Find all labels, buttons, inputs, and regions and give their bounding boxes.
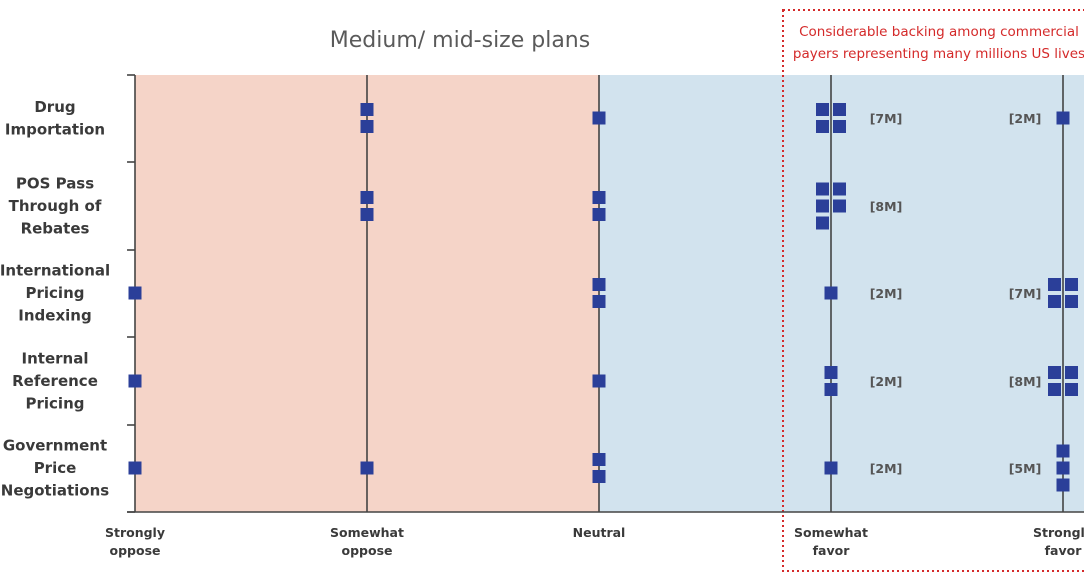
marker-row1-col4-2 — [833, 103, 846, 116]
row-label-3-line-1: International — [0, 262, 110, 280]
marker-row2-col3-1 — [592, 191, 606, 204]
x-tick-label-3-line-1: Neutral — [573, 525, 626, 540]
marker-row1-col2-2 — [360, 120, 374, 133]
x-tick-label-4-line-1: Somewhat — [794, 525, 868, 540]
marker-row2-col4-1 — [816, 182, 829, 196]
marker-row3-col5-1 — [1048, 278, 1061, 291]
marker-row3-col3-1 — [592, 278, 606, 291]
marker-row3-col4-1 — [824, 286, 838, 300]
row-label-4-line-1: Internal — [22, 350, 89, 368]
lives-label-row5-col4: [2M] — [870, 461, 903, 476]
marker-row2-col4-5 — [816, 216, 829, 230]
lives-label-row5-col5: [5M] — [1009, 461, 1042, 476]
marker-row5-col3-2 — [592, 470, 606, 483]
row-label-2-line-3: Rebates — [21, 220, 90, 238]
x-tick-label-4-line-2: favor — [813, 543, 851, 558]
marker-row5-col5-2 — [1056, 461, 1070, 475]
marker-row1-col5-1 — [1056, 111, 1070, 125]
row-label-1-line-1: Drug — [34, 98, 75, 116]
marker-row5-col4-1 — [824, 461, 838, 475]
marker-row1-col4-1 — [816, 103, 829, 116]
lives-label-row3-col5: [7M] — [1009, 286, 1042, 301]
marker-row1-col4-3 — [816, 120, 829, 133]
marker-row2-col4-4 — [833, 199, 846, 213]
x-tick-label-2-line-1: Somewhat — [330, 525, 404, 540]
marker-row5-col3-1 — [592, 453, 606, 466]
marker-row3-col5-4 — [1065, 295, 1078, 308]
callout-line-2: payers representing many millions US liv… — [793, 46, 1084, 62]
row-label-1-line-2: Importation — [5, 120, 105, 138]
marker-row2-col2-1 — [360, 191, 374, 204]
marker-row4-col5-4 — [1065, 383, 1078, 396]
marker-row5-col1-1 — [128, 461, 142, 475]
row-label-5-line-3: Negotiations — [1, 482, 109, 500]
marker-row4-col3-1 — [592, 374, 606, 388]
row-label-5-line-1: Government — [3, 437, 107, 455]
chart-title: Medium/ mid-size plans — [330, 28, 590, 53]
row-label-2-line-2: Through of — [9, 197, 102, 215]
marker-row3-col1-1 — [128, 286, 142, 300]
marker-row5-col2-1 — [360, 461, 374, 475]
callout-line-1: Considerable backing among commercial — [799, 24, 1079, 40]
x-tick-label-1-line-2: oppose — [110, 543, 161, 558]
marker-row3-col5-2 — [1065, 278, 1078, 291]
lives-label-row1-col4: [7M] — [870, 111, 903, 126]
marker-row2-col4-2 — [833, 182, 846, 196]
lives-label-row4-col4: [2M] — [870, 374, 903, 389]
marker-row3-col3-2 — [592, 295, 606, 308]
marker-row3-col5-3 — [1048, 295, 1061, 308]
x-tick-label-5-line-1: Strongly — [1033, 525, 1084, 540]
marker-row4-col4-2 — [824, 383, 838, 396]
marker-row4-col5-2 — [1065, 366, 1078, 379]
row-label-5-line-2: Price — [34, 459, 77, 477]
row-label-4-line-3: Pricing — [26, 395, 85, 413]
x-tick-label-5-line-2: favor — [1045, 543, 1083, 558]
marker-row2-col4-3 — [816, 199, 829, 213]
row-label-2-line-1: POS Pass — [16, 175, 94, 193]
x-tick-label-1-line-1: Strongly — [105, 525, 165, 540]
row-label-3-line-2: Pricing — [26, 284, 85, 302]
lives-label-row3-col4: [2M] — [870, 286, 903, 301]
marker-row5-col5-3 — [1056, 478, 1070, 492]
callout-box — [782, 9, 1084, 572]
marker-row4-col4-1 — [824, 366, 838, 379]
marker-row1-col3-1 — [592, 111, 606, 125]
lives-label-row4-col5: [8M] — [1009, 374, 1042, 389]
lives-label-row2-col4: [8M] — [870, 199, 903, 214]
x-tick-label-2-line-2: oppose — [342, 543, 393, 558]
marker-row4-col1-1 — [128, 374, 142, 388]
marker-row4-col5-3 — [1048, 383, 1061, 396]
marker-row2-col2-2 — [360, 208, 374, 221]
marker-row5-col5-1 — [1056, 444, 1070, 458]
marker-row2-col3-2 — [592, 208, 606, 221]
marker-row4-col5-1 — [1048, 366, 1061, 379]
favor-region — [599, 75, 1084, 512]
marker-row1-col4-4 — [833, 120, 846, 133]
lives-label-row1-col5: [2M] — [1009, 111, 1042, 126]
marker-row1-col2-1 — [360, 103, 374, 116]
row-label-4-line-2: Reference — [12, 372, 98, 390]
row-label-3-line-3: Indexing — [18, 307, 91, 325]
